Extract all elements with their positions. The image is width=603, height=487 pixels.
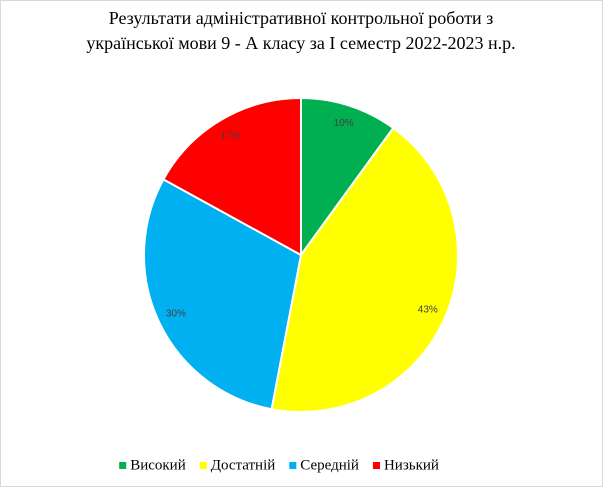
data-label: 43%: [418, 305, 438, 316]
legend-label: Високий: [130, 457, 186, 473]
pie-slice: [143, 178, 303, 411]
data-label: 17%: [221, 131, 241, 142]
legend-label: Достатній: [211, 457, 276, 473]
chart-title: Результати адміністративної контрольної …: [109, 8, 494, 28]
legend-swatch: [199, 462, 207, 469]
legend-swatch: [119, 462, 127, 469]
data-label: 10%: [334, 118, 354, 129]
chart-title: української мови 9 - А класу за І семест…: [86, 33, 515, 53]
data-label: 30%: [166, 308, 186, 319]
legend-label: Середній: [300, 457, 359, 473]
pie-slice: [300, 96, 395, 259]
pie-slice: [270, 126, 459, 413]
legend-swatch: [372, 462, 380, 469]
legend-label: Низький: [384, 457, 439, 473]
legend-swatch: [289, 462, 297, 469]
pie-slice: [162, 96, 302, 257]
